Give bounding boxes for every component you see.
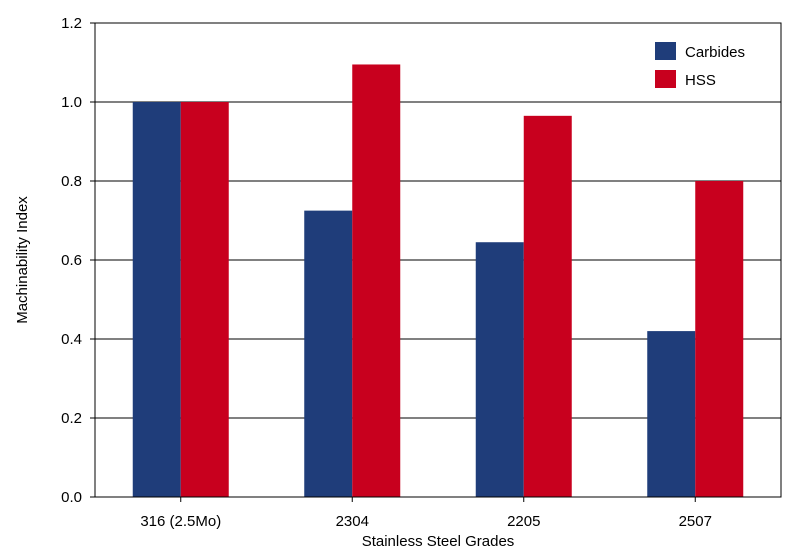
y-axis-ticks: 0.0 0.2 0.4 0.6 0.8 1.0 1.2 xyxy=(61,15,95,506)
y-tick-label: 1.0 xyxy=(61,94,82,111)
legend-swatch-hss xyxy=(655,70,676,88)
bar-hss-3 xyxy=(695,181,744,497)
y-tick-label: 0.8 xyxy=(61,173,82,190)
x-tick-label: 2507 xyxy=(679,513,712,530)
y-tick-label: 0.4 xyxy=(61,331,82,348)
bar-carbides-0 xyxy=(132,102,181,497)
y-tick-label: 1.2 xyxy=(61,15,82,32)
x-tick-label: 2304 xyxy=(336,513,369,530)
bar-carbides-1 xyxy=(304,210,353,497)
x-axis-label: Stainless Steel Grades xyxy=(362,533,515,550)
y-tick-label: 0.0 xyxy=(61,489,82,506)
y-tick-label: 0.2 xyxy=(61,410,82,427)
bar-hss-0 xyxy=(180,102,229,497)
y-tick-label: 0.6 xyxy=(61,252,82,269)
x-tick-label: 2205 xyxy=(507,513,540,530)
y-axis-label: Machinability Index xyxy=(14,196,31,324)
x-tick-label: 316 (2.5Mo) xyxy=(140,513,221,530)
bar-hss-2 xyxy=(523,115,572,497)
legend-label-hss: HSS xyxy=(685,72,716,89)
legend-label-carbides: Carbides xyxy=(685,44,745,61)
x-axis-ticks: 316 (2.5Mo) 2304 2205 2507 xyxy=(140,497,712,530)
bar-hss-1 xyxy=(352,64,401,497)
legend-swatch-carbides xyxy=(655,42,676,60)
bar-carbides-3 xyxy=(647,331,696,497)
legend: Carbides HSS xyxy=(655,42,745,89)
bars xyxy=(132,64,744,497)
bar-carbides-2 xyxy=(475,242,524,497)
